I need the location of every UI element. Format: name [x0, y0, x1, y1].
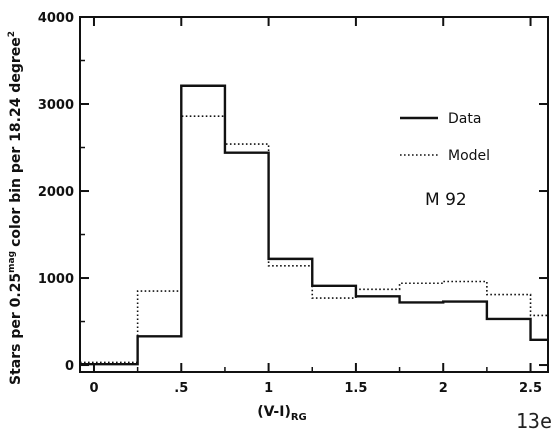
x-axis-title-main: (V-I)	[257, 404, 291, 420]
x-tick-label: 0	[89, 381, 98, 396]
y-tick-label: 2000	[38, 185, 74, 200]
y-axis-title-main: Stars per 0.25	[8, 273, 24, 385]
y-tick-label: 1000	[38, 272, 74, 287]
y-axis-title: Stars per 0.25mag color bin per 18.24 deg…	[7, 31, 24, 385]
y-axis-title-exponent: 2	[7, 31, 17, 37]
x-tick-label: 2	[439, 381, 448, 396]
axis-ticks	[80, 16, 548, 372]
cluster-annotation: M 92	[425, 190, 467, 210]
legend-model-label: Model	[448, 148, 490, 164]
x-axis-title-subscript: RG	[291, 412, 307, 423]
plot-frame	[79, 16, 549, 373]
x-tick-label: 1.5	[344, 381, 367, 396]
x-axis-title: (V-I)RG	[257, 404, 307, 423]
axis-tick-labels: 0 .5 1 1.5 2 2.5 0 1000 2000 3000 4000	[38, 11, 542, 396]
y-axis-title-rest: color bin per 18.24 degree	[8, 37, 24, 247]
x-tick-label: 1	[264, 381, 273, 396]
legend-data-label: Data	[448, 111, 481, 127]
panel-tag: 13e	[515, 409, 552, 433]
y-tick-label: 4000	[38, 11, 74, 26]
y-tick-label: 0	[65, 359, 74, 374]
legend: Data Model	[400, 111, 490, 164]
series-data-line	[80, 84, 548, 366]
x-tick-label: 2.5	[519, 381, 542, 396]
y-tick-label: 3000	[38, 98, 74, 113]
x-tick-label: .5	[174, 381, 188, 396]
y-axis-title-superscript: mag	[7, 251, 17, 273]
